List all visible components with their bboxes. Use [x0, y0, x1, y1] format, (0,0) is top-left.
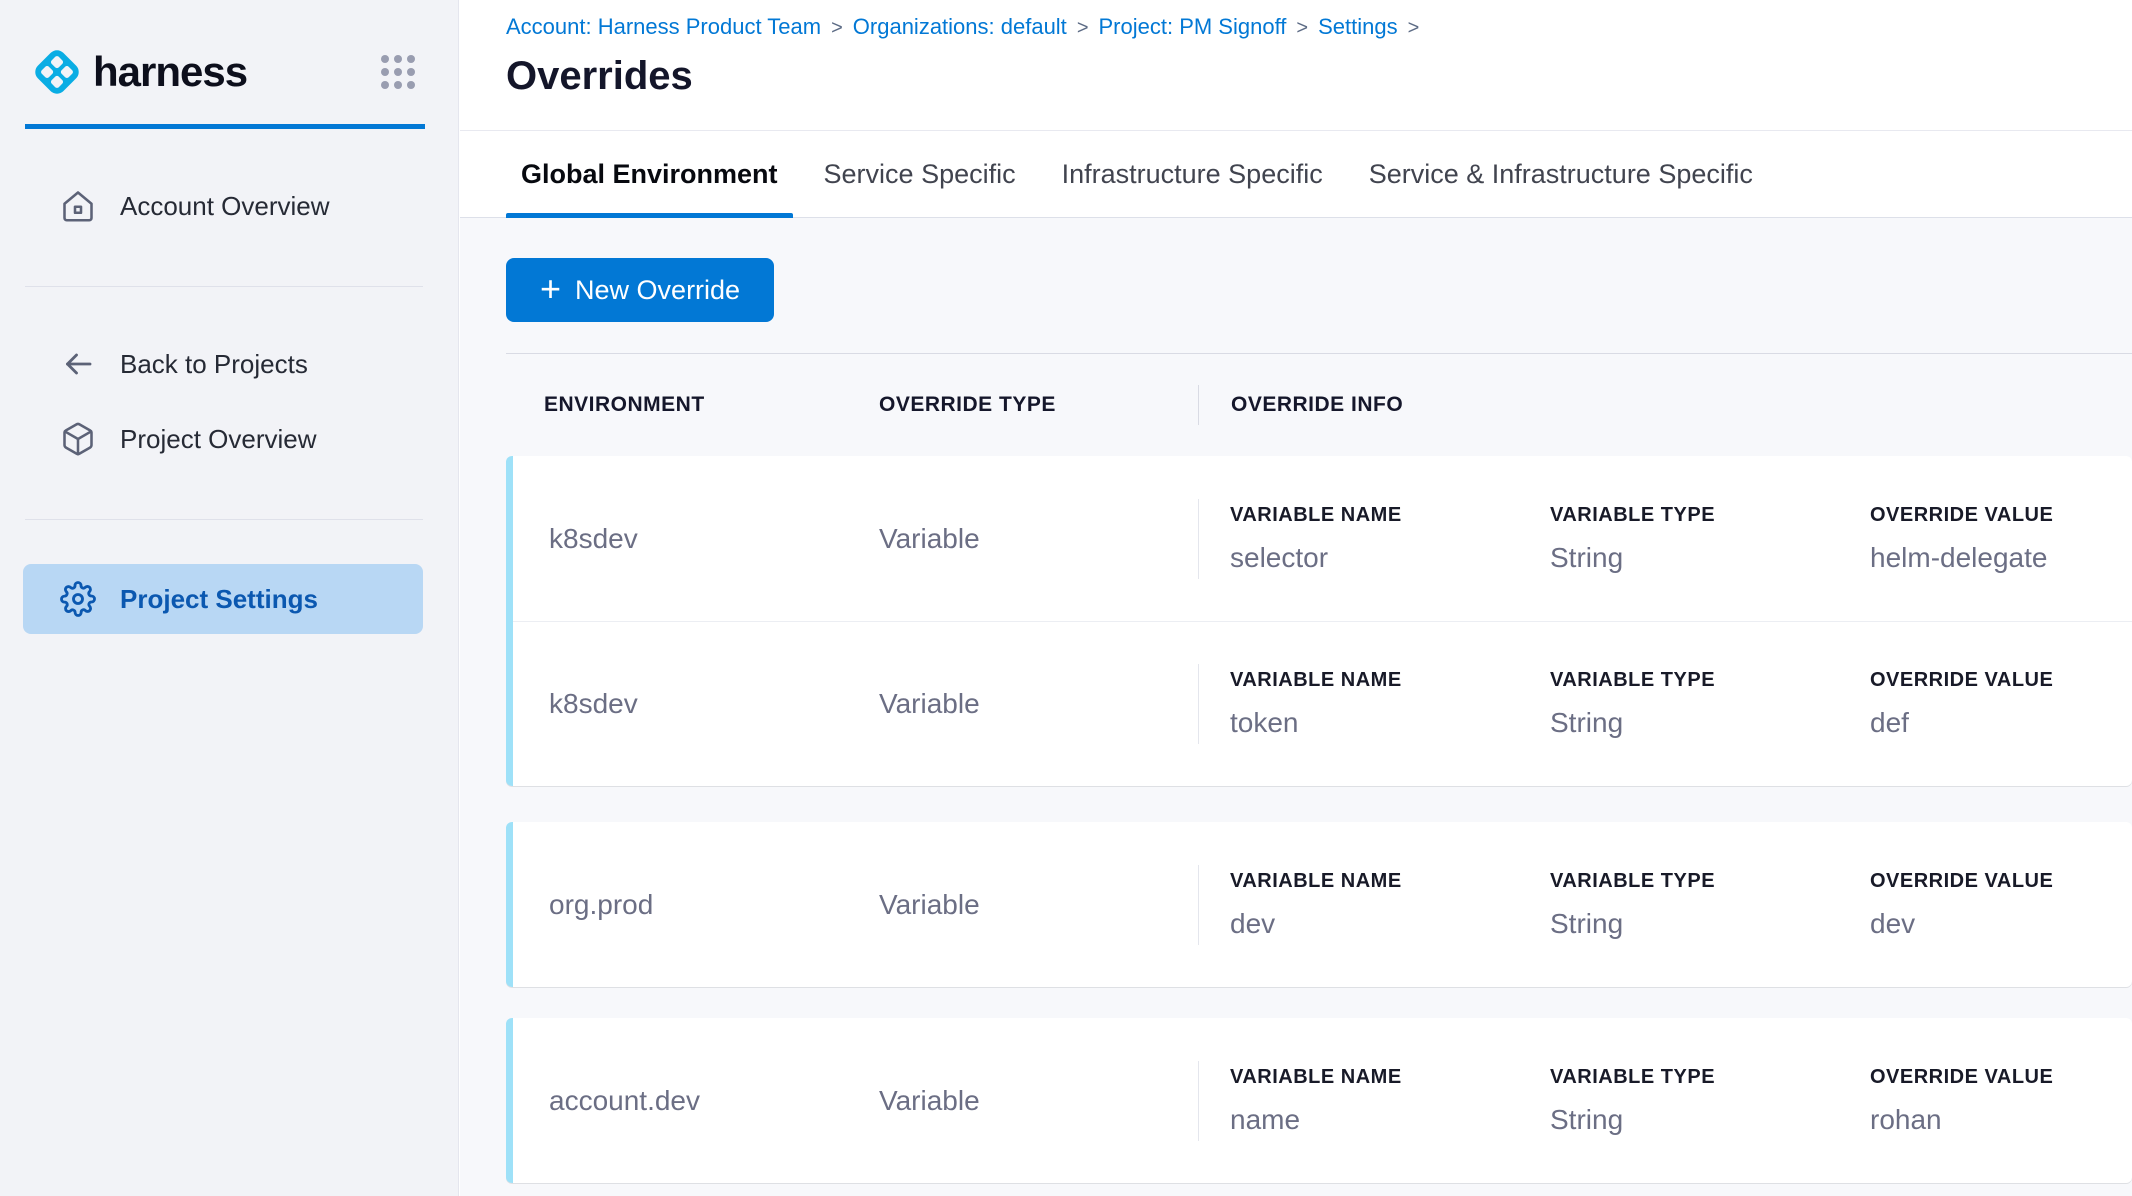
breadcrumb-separator: >	[831, 17, 843, 39]
override-group-k8sdev: k8sdev Variable VARIABLE NAME selector V…	[506, 456, 2132, 786]
variable-name-label: VARIABLE NAME	[1230, 1065, 1402, 1088]
variable-name-value: dev	[1230, 907, 1276, 939]
content-area: + New Override ENVIRONMENT OVERRIDE TYPE…	[460, 218, 2132, 1196]
breadcrumb-account-link[interactable]: Account: Harness Product Team	[506, 14, 822, 39]
row-divider	[1198, 498, 1199, 579]
override-value-label: OVERRIDE VALUE	[1870, 869, 2054, 892]
sidebar-divider	[25, 286, 423, 287]
variable-type-label: VARIABLE TYPE	[1550, 1065, 1716, 1088]
tabbar: Global Environment Service Specific Infr…	[460, 131, 2132, 218]
environment-cell: org.prod	[549, 888, 654, 920]
sidebar-item-label: Project Settings	[120, 583, 318, 614]
sidebar-item-project-overview[interactable]: Project Overview	[23, 410, 423, 468]
tab-service-and-infrastructure-specific[interactable]: Service & Infrastructure Specific	[1368, 158, 1753, 189]
sidebar: harness Account Overview	[0, 0, 459, 1196]
page-title: Overrides	[506, 54, 693, 98]
environment-cell: k8sdev	[549, 688, 638, 719]
variable-name-label: VARIABLE NAME	[1230, 669, 1402, 691]
environment-cell: account.dev	[549, 1084, 700, 1116]
breadcrumb-org-link[interactable]: Organizations: default	[852, 14, 1067, 39]
variable-type-label: VARIABLE TYPE	[1550, 869, 1716, 892]
override-group-account-dev: account.dev Variable VARIABLE NAME name …	[506, 1018, 2132, 1183]
breadcrumb-separator: >	[1296, 17, 1309, 39]
logo-row: harness	[25, 38, 418, 106]
toolbar-divider	[506, 353, 2132, 354]
tab-service-specific[interactable]: Service Specific	[823, 158, 1016, 189]
variable-type-value: String	[1550, 1103, 1624, 1135]
new-override-label: New Override	[575, 274, 741, 305]
tab-global-environment[interactable]: Global Environment	[506, 131, 793, 218]
gear-icon	[60, 581, 96, 617]
override-value-label: OVERRIDE VALUE	[1870, 669, 2054, 691]
variable-type-value: String	[1550, 707, 1624, 738]
row-divider	[1198, 1060, 1199, 1141]
sidebar-item-label: Account Overview	[120, 190, 330, 221]
override-value-value: helm-delegate	[1870, 541, 2048, 573]
breadcrumb: Account: Harness Product Team > Organizati…	[506, 12, 2132, 43]
page-header: Account: Harness Product Team > Organizati…	[460, 0, 2132, 131]
plus-icon: +	[540, 267, 562, 309]
breadcrumb-separator: >	[1076, 17, 1089, 39]
variable-type-label: VARIABLE TYPE	[1550, 669, 1716, 691]
variable-name-value: name	[1230, 1103, 1301, 1135]
variable-name-value: token	[1230, 707, 1299, 738]
column-header-environment: ENVIRONMENT	[544, 393, 705, 416]
override-row[interactable]: org.prod Variable VARIABLE NAME dev VARI…	[513, 822, 2132, 987]
arrow-left-icon	[60, 346, 96, 382]
harness-logo-icon[interactable]	[25, 40, 89, 104]
header-divider	[1198, 385, 1199, 425]
override-type-cell: Variable	[879, 522, 980, 554]
sidebar-item-label: Back to Projects	[120, 348, 308, 379]
sidebar-item-back-to-projects[interactable]: Back to Projects	[23, 335, 423, 393]
override-value-label: OVERRIDE VALUE	[1870, 1065, 2054, 1088]
environment-cell: k8sdev	[549, 522, 638, 554]
brand-underline	[25, 124, 425, 129]
override-type-cell: Variable	[879, 688, 980, 719]
override-value-value: dev	[1870, 907, 1916, 939]
row-divider	[1198, 664, 1199, 744]
override-row[interactable]: account.dev Variable VARIABLE NAME name …	[513, 1018, 2132, 1183]
home-icon	[60, 188, 96, 224]
sidebar-item-project-settings[interactable]: Project Settings	[23, 564, 423, 634]
variable-name-label: VARIABLE NAME	[1230, 869, 1402, 892]
sidebar-item-account-overview[interactable]: Account Overview	[23, 177, 423, 235]
new-override-button[interactable]: + New Override	[506, 258, 775, 322]
override-row[interactable]: k8sdev Variable VARIABLE NAME token VARI…	[513, 621, 2132, 786]
column-header-override-type: OVERRIDE TYPE	[879, 393, 1056, 416]
override-type-cell: Variable	[879, 888, 980, 920]
sidebar-divider	[25, 519, 423, 520]
variable-type-value: String	[1550, 541, 1624, 573]
variable-type-value: String	[1550, 907, 1624, 939]
variable-name-value: selector	[1230, 541, 1329, 573]
tab-infrastructure-specific[interactable]: Infrastructure Specific	[1061, 158, 1323, 189]
override-group-org-prod: org.prod Variable VARIABLE NAME dev VARI…	[506, 822, 2132, 987]
variable-type-label: VARIABLE TYPE	[1550, 503, 1716, 526]
cube-icon	[60, 421, 96, 457]
breadcrumb-separator: >	[1407, 17, 1420, 39]
main-area: Account: Harness Product Team > Organizati…	[460, 0, 2132, 1196]
override-value-value: def	[1870, 707, 1909, 738]
breadcrumb-settings-link[interactable]: Settings	[1318, 14, 1398, 39]
column-header-override-info: OVERRIDE INFO	[1231, 393, 1404, 416]
row-divider	[1198, 864, 1199, 945]
breadcrumb-project-link[interactable]: Project: PM Signoff	[1098, 14, 1287, 39]
sidebar-item-label: Project Overview	[120, 423, 317, 454]
override-value-value: rohan	[1870, 1103, 1942, 1135]
brand-wordmark: harness	[93, 48, 248, 95]
variable-name-label: VARIABLE NAME	[1230, 503, 1402, 526]
override-value-label: OVERRIDE VALUE	[1870, 503, 2054, 526]
override-type-cell: Variable	[879, 1084, 980, 1116]
table-header: ENVIRONMENT OVERRIDE TYPE OVERRIDE INFO	[506, 354, 2132, 456]
override-row[interactable]: k8sdev Variable VARIABLE NAME selector V…	[513, 456, 2132, 621]
app-grid-icon[interactable]	[378, 52, 418, 92]
